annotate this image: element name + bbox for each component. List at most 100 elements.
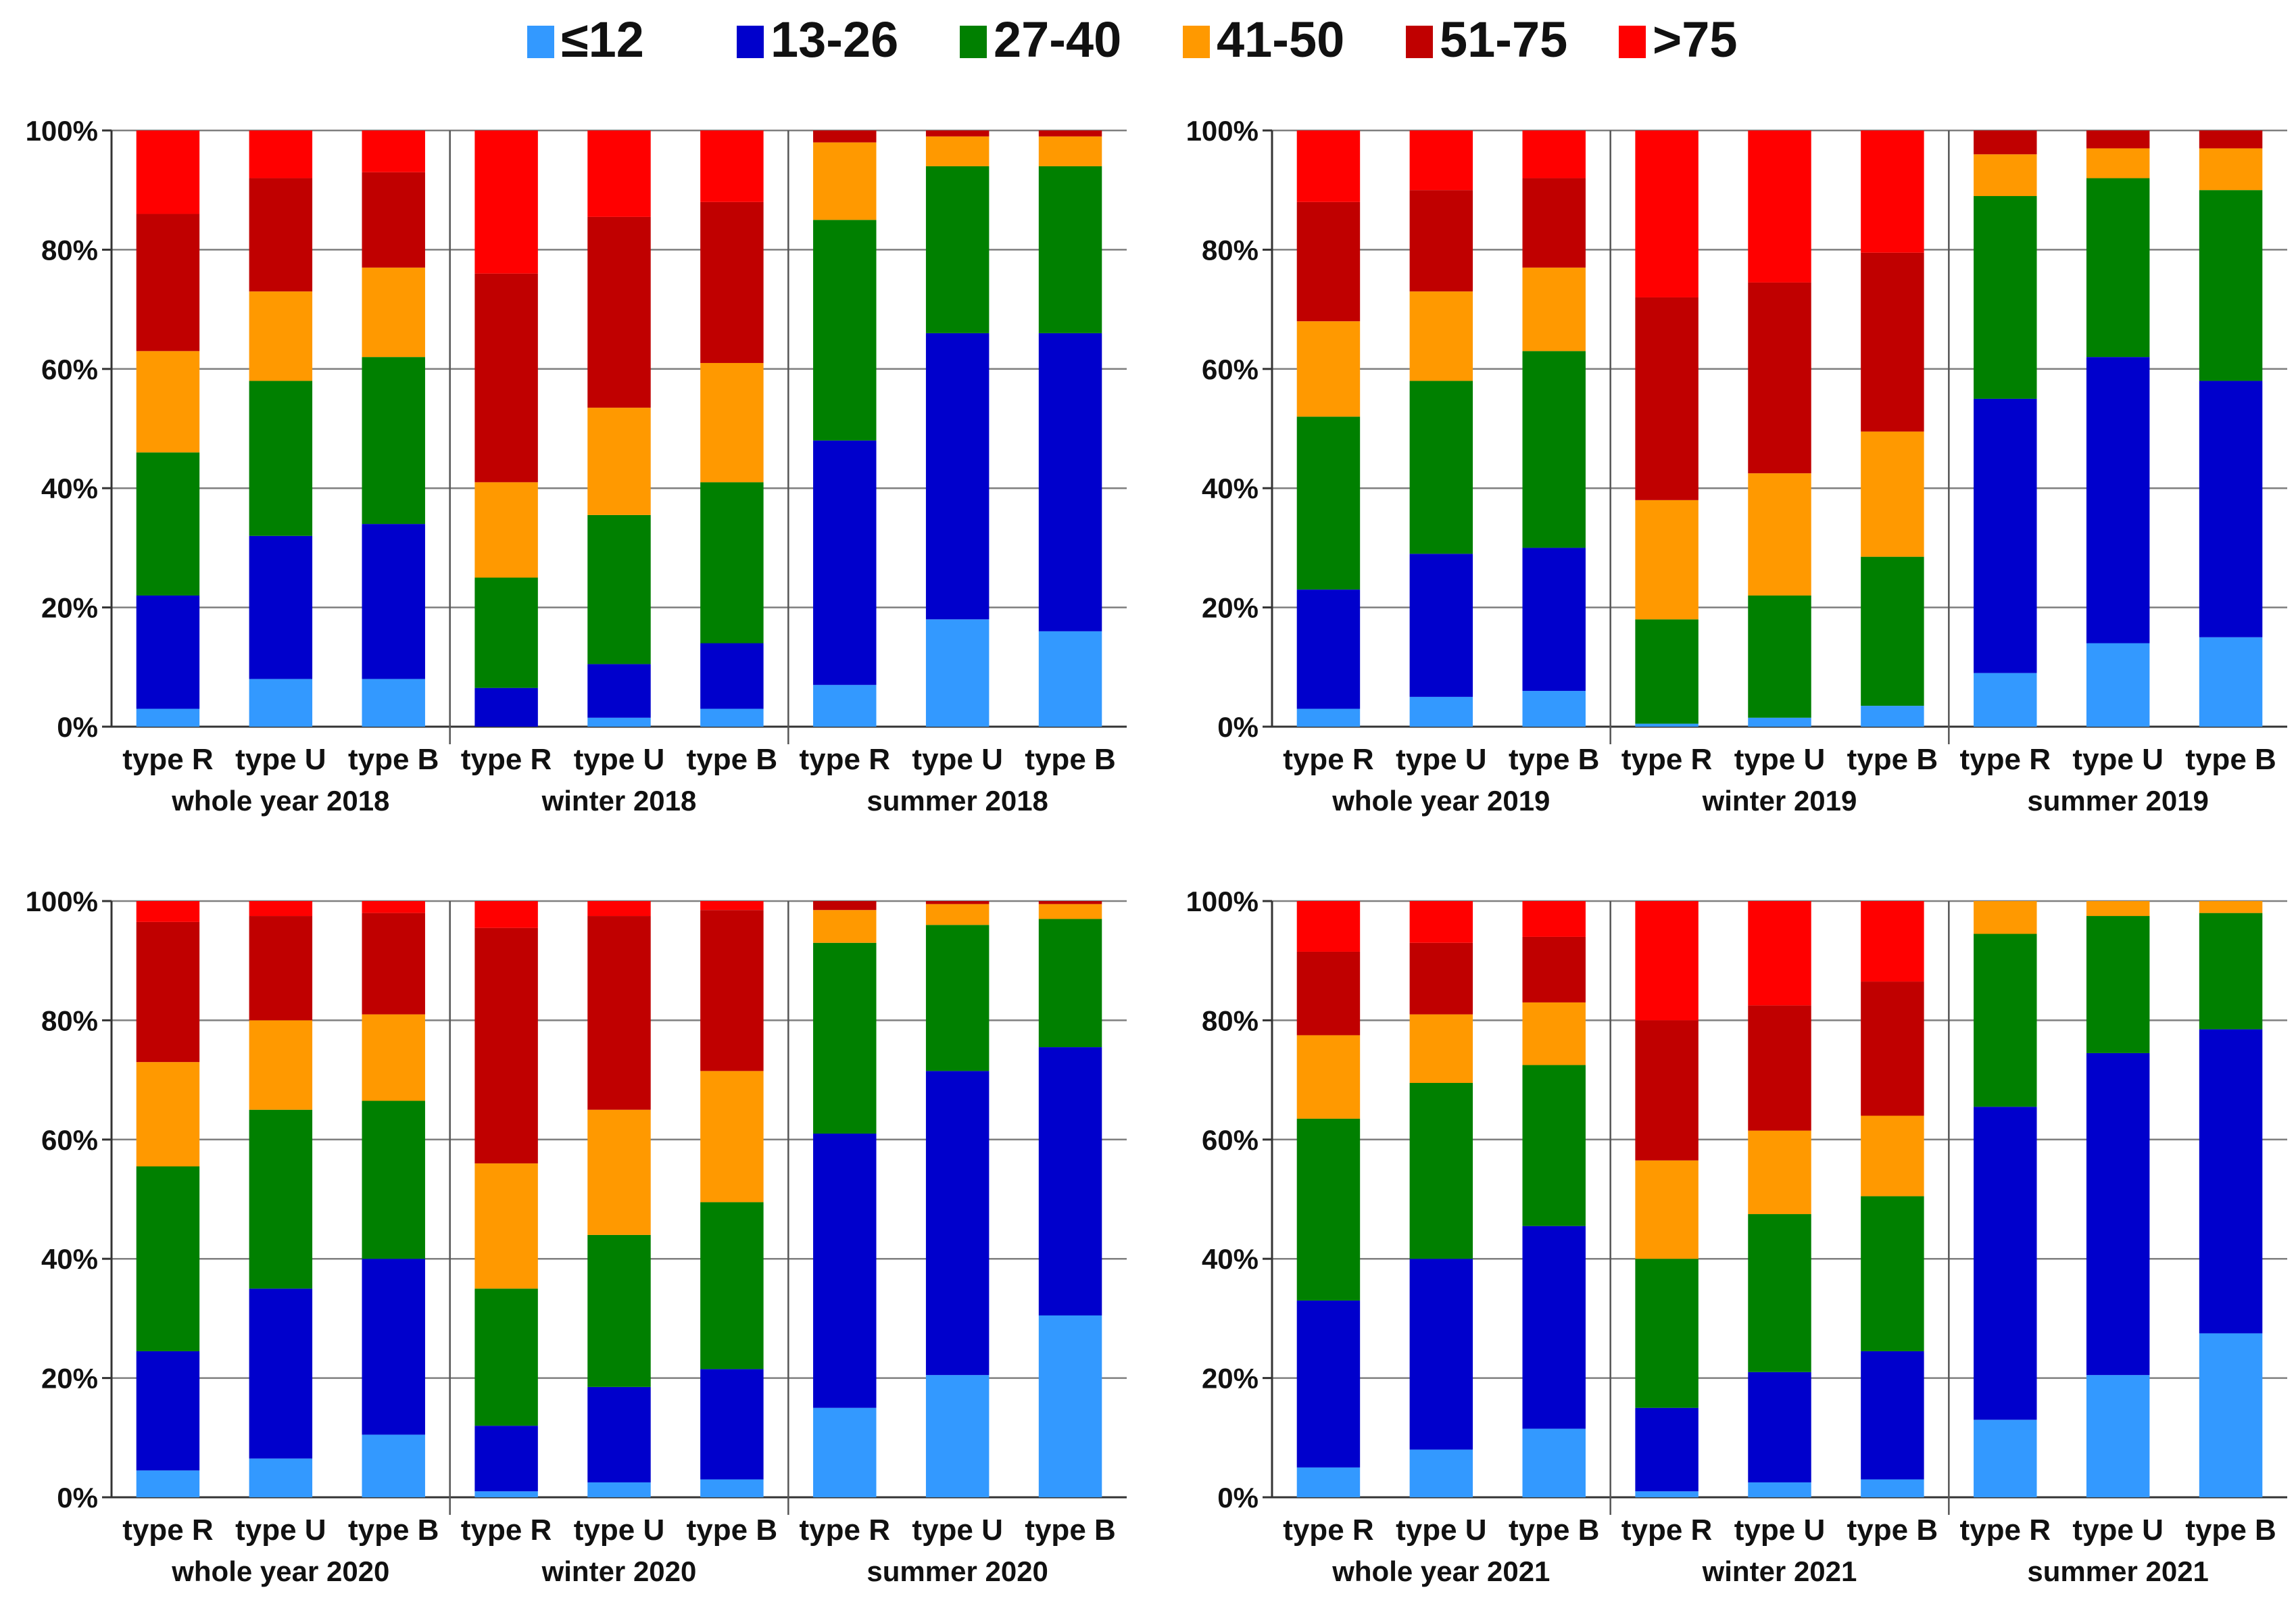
bar-segment [1038,904,1102,919]
bar-segment [813,130,877,143]
bar-segment [474,1426,538,1492]
bar-segment [1974,196,2037,399]
x-tick-label: type B [348,1514,439,1547]
bar-segment [474,927,538,1164]
group-label: whole year 2020 [171,1555,389,1587]
bar-segment [362,1259,425,1435]
bar-segment [587,717,651,727]
x-tick-label: type R [1960,1514,2051,1547]
legend-swatch [737,26,764,58]
x-tick-label: type U [574,1514,664,1547]
legend-label: ≤12 [561,11,644,68]
bar-segment [1635,297,1699,500]
bar-segment [1974,934,2037,1107]
bar-segment [925,1071,990,1376]
bar-segment [1522,548,1586,692]
x-tick-label: type R [1960,743,2051,776]
bar-segment [813,220,877,441]
bar-segment [1296,708,1361,727]
bar-segment [813,142,877,220]
bar-segment [2086,148,2150,178]
bar-segment [587,1109,651,1235]
bar-segment [1861,1351,1924,1480]
bar-segment [1522,351,1586,548]
bar-segment [474,1288,538,1426]
x-tick-label: type U [235,743,326,776]
bar-segment [1522,1002,1586,1065]
bar-segment [1522,178,1586,268]
bar-segment [1409,942,1473,1015]
bar-segment [1748,473,1811,596]
bar-segment [587,664,651,718]
bar-segment [362,901,425,913]
bar-segment [2199,913,2263,1030]
x-tick-label: type U [235,1514,326,1547]
group-label: whole year 2019 [1332,785,1550,817]
bar-segment [1861,556,1924,706]
bar-segment [2086,178,2150,358]
y-tick-label: 80% [41,1004,98,1036]
y-tick-label: 40% [1202,473,1259,504]
bar-segment [2086,916,2150,1053]
y-tick-label: 20% [41,592,98,624]
bar-segment [925,1375,990,1497]
bar-segment [1409,1014,1473,1084]
bar-segment [587,130,651,217]
bar-segment [474,130,538,274]
bar-segment [925,904,990,925]
bar-segment [1748,1214,1811,1372]
bar-segment [813,901,877,911]
bar-segment [362,172,425,268]
bar-segment [1409,190,1473,292]
bar-segment [1861,982,1924,1116]
bar-segment [249,916,313,1021]
bar-segment [2199,190,2263,381]
bar-segment [1974,1107,2037,1420]
bar-segment [700,901,764,911]
bar-segment [249,535,313,679]
bar-segment [1296,1300,1361,1468]
y-tick-label: 0% [1217,1482,1259,1514]
bar-segment [1748,717,1811,727]
bar-segment [1409,901,1473,943]
bar-segment [2086,1052,2150,1376]
bar-segment [1635,723,1699,727]
bar-segment [1635,1160,1699,1259]
bar-segment [1635,1491,1699,1497]
bar-segment [1409,1449,1473,1497]
bar-segment [2199,381,2263,637]
bar-segment [249,1288,313,1459]
bar-segment [362,913,425,1015]
bar-segment [1635,1020,1699,1161]
bar-segment [249,1020,313,1110]
bar-segment [1038,166,1102,333]
x-tick-label: type B [2185,1514,2276,1547]
bar-segment [587,216,651,408]
legend-label: >75 [1653,11,1738,68]
bar-segment [136,921,200,1063]
bar-segment [249,679,313,727]
bar-segment [700,1202,764,1370]
x-tick-label: type B [687,1514,777,1547]
bar-segment [362,1100,425,1259]
bar-segment [1635,1259,1699,1408]
bar-segment [1296,1118,1361,1301]
x-tick-label: type B [1509,1514,1599,1547]
bar-segment [1522,1065,1586,1226]
group-label: winter 2021 [1702,1555,1857,1587]
legend-swatch [527,26,554,58]
bar-segment [136,708,200,727]
legend-swatch [1619,26,1646,58]
bar-segment [587,901,651,917]
bar-segment [587,1386,651,1482]
x-tick-label: type R [461,743,552,776]
bar-segment [1748,282,1811,474]
bar-segment [1635,901,1699,1021]
legend-label: 41-50 [1217,11,1344,68]
legend: ≤12 13-26 27-40 41-50 51-75 >75 [527,11,1738,68]
bar-segment [362,267,425,358]
x-tick-label: type B [2185,743,2276,776]
group-label: summer 2018 [866,785,1048,817]
bar-segment [136,1062,200,1167]
bar-segment [2199,637,2263,727]
